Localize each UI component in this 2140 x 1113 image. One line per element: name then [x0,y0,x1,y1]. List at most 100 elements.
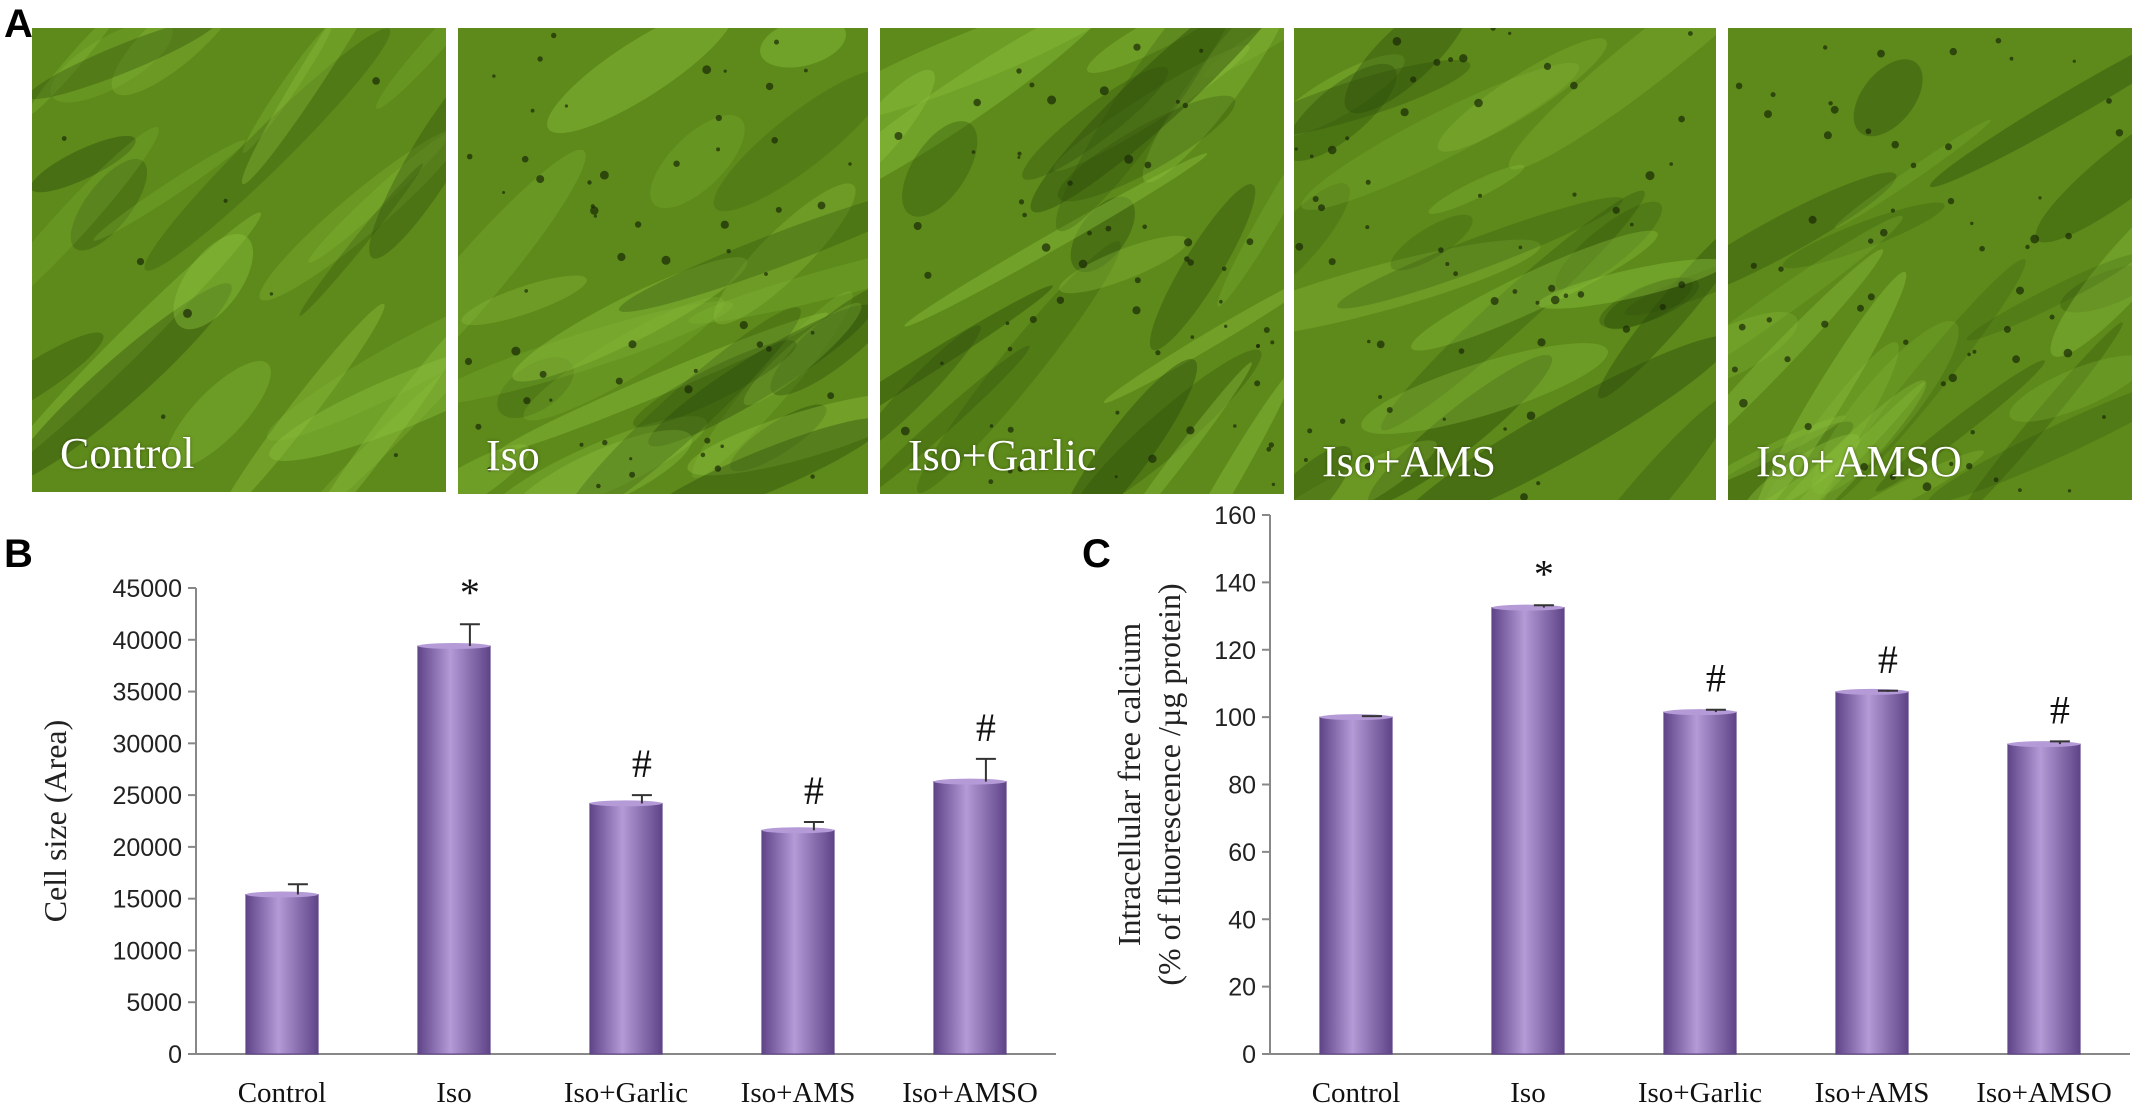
cell-shape [2060,264,2132,313]
granule [1029,316,1037,323]
granule [817,201,826,210]
granule [61,136,67,141]
granule [475,423,482,430]
micrograph-iso-ams: Iso+AMS [1294,28,1716,500]
granule [2003,325,2011,333]
cell-shape [1086,28,1240,73]
granule [1738,323,1746,331]
granule [2106,98,2112,104]
cell-shape [508,429,693,494]
cell-shape [691,291,853,479]
significance-marker: * [1534,551,1554,596]
granule [183,308,192,318]
granule [1947,197,1955,205]
cell-shape [1022,66,1169,180]
y-axis-label: (% of fluorescence /µg protein) [1151,583,1187,985]
granule [590,204,595,209]
cell-shape [713,69,868,212]
granule [579,442,584,447]
x-category-label: Iso+AMS [1815,1077,1930,1109]
granule [551,32,557,39]
granule [464,357,473,366]
bar-iso-amso [933,781,1007,1055]
granule [739,321,748,330]
cell-shape [1728,421,1854,500]
y-axis-label: Cell size (Area) [37,720,73,923]
granule [1967,352,1971,357]
granule [2067,489,2072,493]
granule [716,147,721,152]
granule [1442,417,1446,421]
granule [629,457,633,461]
granule [1891,140,1899,149]
granule [160,414,166,420]
y-tick-label: 30000 [112,730,182,758]
granule [1318,204,1325,212]
granule [1184,238,1193,247]
x-category-label: Iso+AMSO [1976,1077,2112,1109]
granule [1808,215,1817,224]
y-tick-label: 45000 [112,575,182,603]
bar-top [417,643,491,649]
granule [1124,154,1134,164]
cell-shape [111,28,244,96]
granule [1307,428,1313,434]
cell-shape [1599,277,1700,329]
granule [492,74,496,78]
granule [2012,355,2020,364]
granule [1458,348,1465,354]
granule [1688,31,1693,36]
granule [615,377,623,385]
granule [1303,458,1308,462]
granule [1473,470,1479,476]
cell-shape [1728,415,1846,491]
y-tick-label: 0 [168,1041,182,1069]
cell-shape [32,212,262,470]
cell-shape [880,285,1053,483]
granule [1271,482,1276,487]
granule [1105,225,1112,232]
granule [1400,108,1409,117]
micrograph-iso-garlic: Iso+Garlic [880,28,1284,494]
granule [971,150,976,154]
cell-shape [713,183,856,325]
granule [1478,193,1482,198]
granule [2038,196,2042,200]
granule [1678,115,1685,123]
granule [704,437,711,444]
y-tick-label: 15000 [112,886,182,914]
granule [2009,56,2014,61]
granule [1865,128,1872,135]
granule [1067,180,1073,186]
cell-shape [241,28,413,185]
significance-marker: # [804,768,824,813]
cell-shape [1056,358,1198,494]
y-tick-label: 5000 [126,989,182,1017]
granule [1182,102,1188,109]
granule [1364,462,1373,471]
granule [771,137,778,144]
granule [1327,145,1337,155]
cell-shape [218,303,385,492]
granule [1512,289,1518,294]
granule [602,439,608,446]
granule [848,162,852,166]
granule [1134,277,1141,284]
cell-shape [242,28,332,154]
cell-shape [1053,44,1250,172]
cell-shape [1508,28,1716,170]
cell-shape [902,121,978,217]
granule [1995,37,2002,44]
granule [1770,92,1776,98]
granule [1263,327,1270,333]
y-tick-label: 80 [1228,772,1256,800]
granule [590,206,599,215]
bar-top [933,778,1007,785]
granule [1880,228,1888,237]
granule [1233,424,1237,428]
y-tick-label: 140 [1214,569,1256,597]
granule [1142,224,1147,230]
micrograph-iso-garlic-label: Iso+Garlic [908,431,1097,480]
granule [1572,192,1577,197]
granule [766,346,772,352]
